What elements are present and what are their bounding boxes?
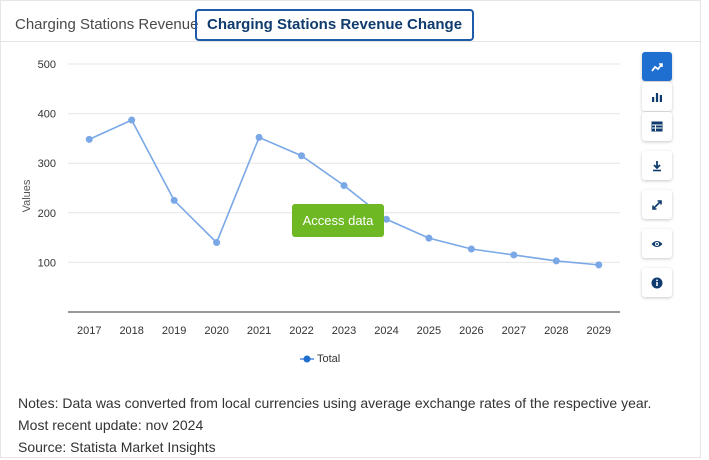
y-tick-label: 200 xyxy=(38,208,56,220)
x-tick-label: 2020 xyxy=(204,325,228,337)
x-tick-label: 2022 xyxy=(289,325,313,337)
download-button[interactable] xyxy=(642,151,672,180)
data-point xyxy=(86,136,93,143)
line-chart-icon xyxy=(651,61,663,73)
x-tick-label: 2028 xyxy=(544,325,568,337)
tab-charging-stations-revenue-change[interactable]: Charging Stations Revenue Change xyxy=(195,9,474,41)
table-icon xyxy=(651,121,663,132)
eye-icon xyxy=(651,239,663,249)
data-point xyxy=(383,216,390,223)
y-tick-label: 300 xyxy=(38,158,56,170)
legend-label: Total xyxy=(317,353,340,365)
y-tick-labels: 100 200 300 400 500 xyxy=(38,59,56,269)
data-point xyxy=(425,235,432,242)
y-tick-label: 100 xyxy=(38,257,56,269)
y-tick-label: 400 xyxy=(38,109,56,121)
data-point xyxy=(298,152,305,159)
x-tick-label: 2026 xyxy=(459,325,483,337)
update-text: Most recent update: nov 2024 xyxy=(18,414,698,436)
source-text: Source: Statista Market Insights xyxy=(18,436,698,458)
x-tick-label: 2017 xyxy=(77,325,101,337)
access-data-button[interactable]: Access data xyxy=(292,204,384,237)
expand-icon xyxy=(651,199,663,211)
data-point xyxy=(341,182,348,189)
data-point xyxy=(171,197,178,204)
x-tick-label: 2018 xyxy=(119,325,143,337)
x-tick-label: 2027 xyxy=(502,325,526,337)
table-button[interactable] xyxy=(642,112,672,141)
series-line-total xyxy=(89,120,599,265)
x-tick-labels: 2017 2018 2019 2020 2021 2022 2023 2024 2025 2026… xyxy=(77,325,611,337)
bar-chart-icon xyxy=(651,91,663,103)
chart-notes: Notes: Data was converted from local cur… xyxy=(18,392,698,458)
y-axis-label: Values xyxy=(21,179,33,212)
x-tick-label: 2024 xyxy=(374,325,398,337)
download-icon xyxy=(651,160,663,172)
data-point xyxy=(595,261,602,268)
info-icon xyxy=(651,277,663,289)
data-point xyxy=(256,134,263,141)
tab-charging-stations-revenue[interactable]: Charging Stations Revenue xyxy=(15,9,198,41)
notes-text: Notes: Data was converted from local cur… xyxy=(18,392,698,414)
line-chart-button[interactable] xyxy=(642,52,672,81)
expand-button[interactable] xyxy=(642,190,672,219)
info-button[interactable] xyxy=(642,268,672,297)
data-point xyxy=(213,239,220,246)
visibility-button[interactable] xyxy=(642,229,672,258)
x-tick-label: 2025 xyxy=(417,325,441,337)
data-point xyxy=(553,257,560,264)
x-tick-label: 2029 xyxy=(587,325,611,337)
data-point xyxy=(128,117,135,124)
tab-bar: Charging Stations Revenue Charging Stati… xyxy=(0,0,701,42)
x-tick-label: 2019 xyxy=(162,325,186,337)
series-line xyxy=(89,120,599,265)
data-point xyxy=(468,246,475,253)
x-tick-label: 2023 xyxy=(332,325,356,337)
series-points xyxy=(86,117,603,269)
data-point xyxy=(510,251,517,258)
x-tick-label: 2021 xyxy=(247,325,271,337)
bar-chart-button[interactable] xyxy=(642,82,672,111)
legend-marker-icon xyxy=(300,352,314,366)
y-tick-label: 500 xyxy=(38,59,56,71)
